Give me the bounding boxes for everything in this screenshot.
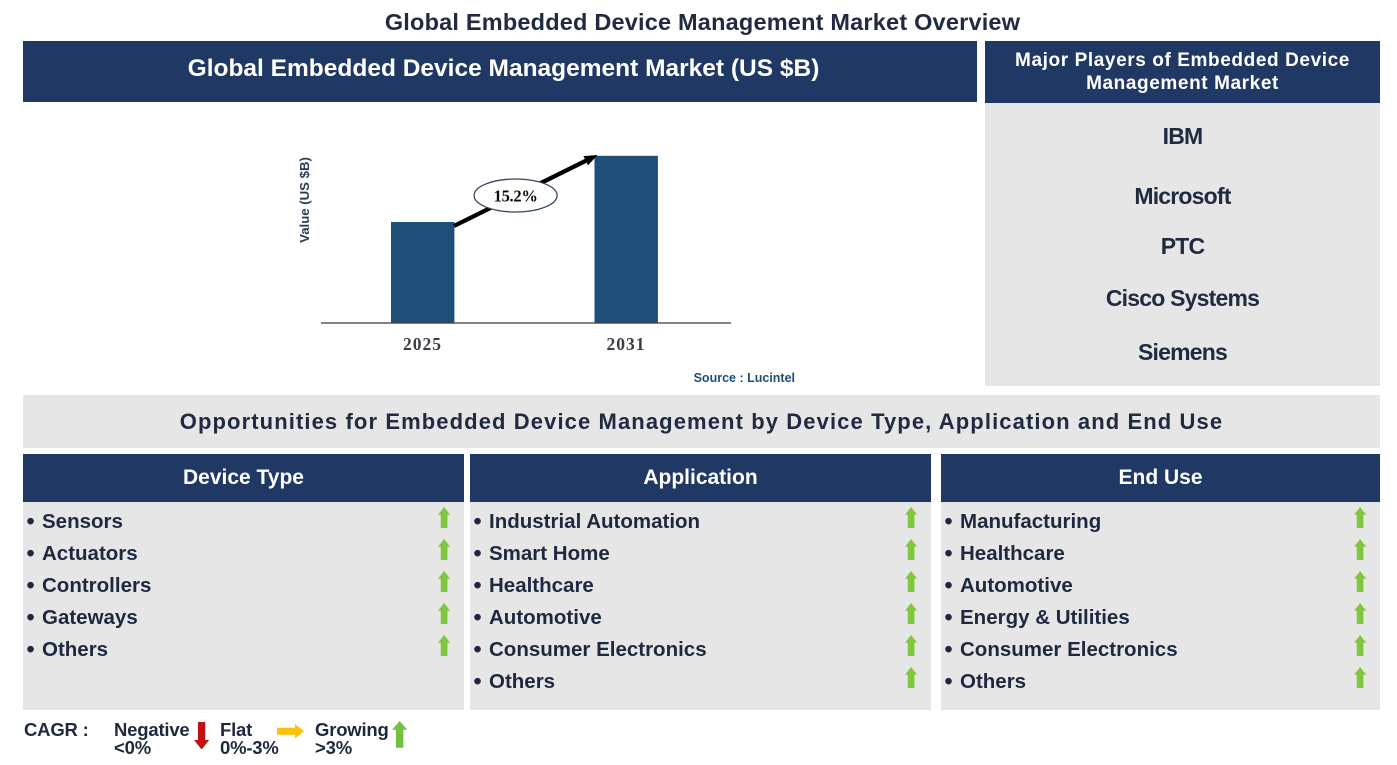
svg-text:2025: 2025 <box>403 334 442 354</box>
svg-text:15.2%: 15.2% <box>494 187 538 206</box>
svg-text:Value (US $B): Value (US $B) <box>297 157 312 243</box>
svg-text:2031: 2031 <box>607 334 646 354</box>
